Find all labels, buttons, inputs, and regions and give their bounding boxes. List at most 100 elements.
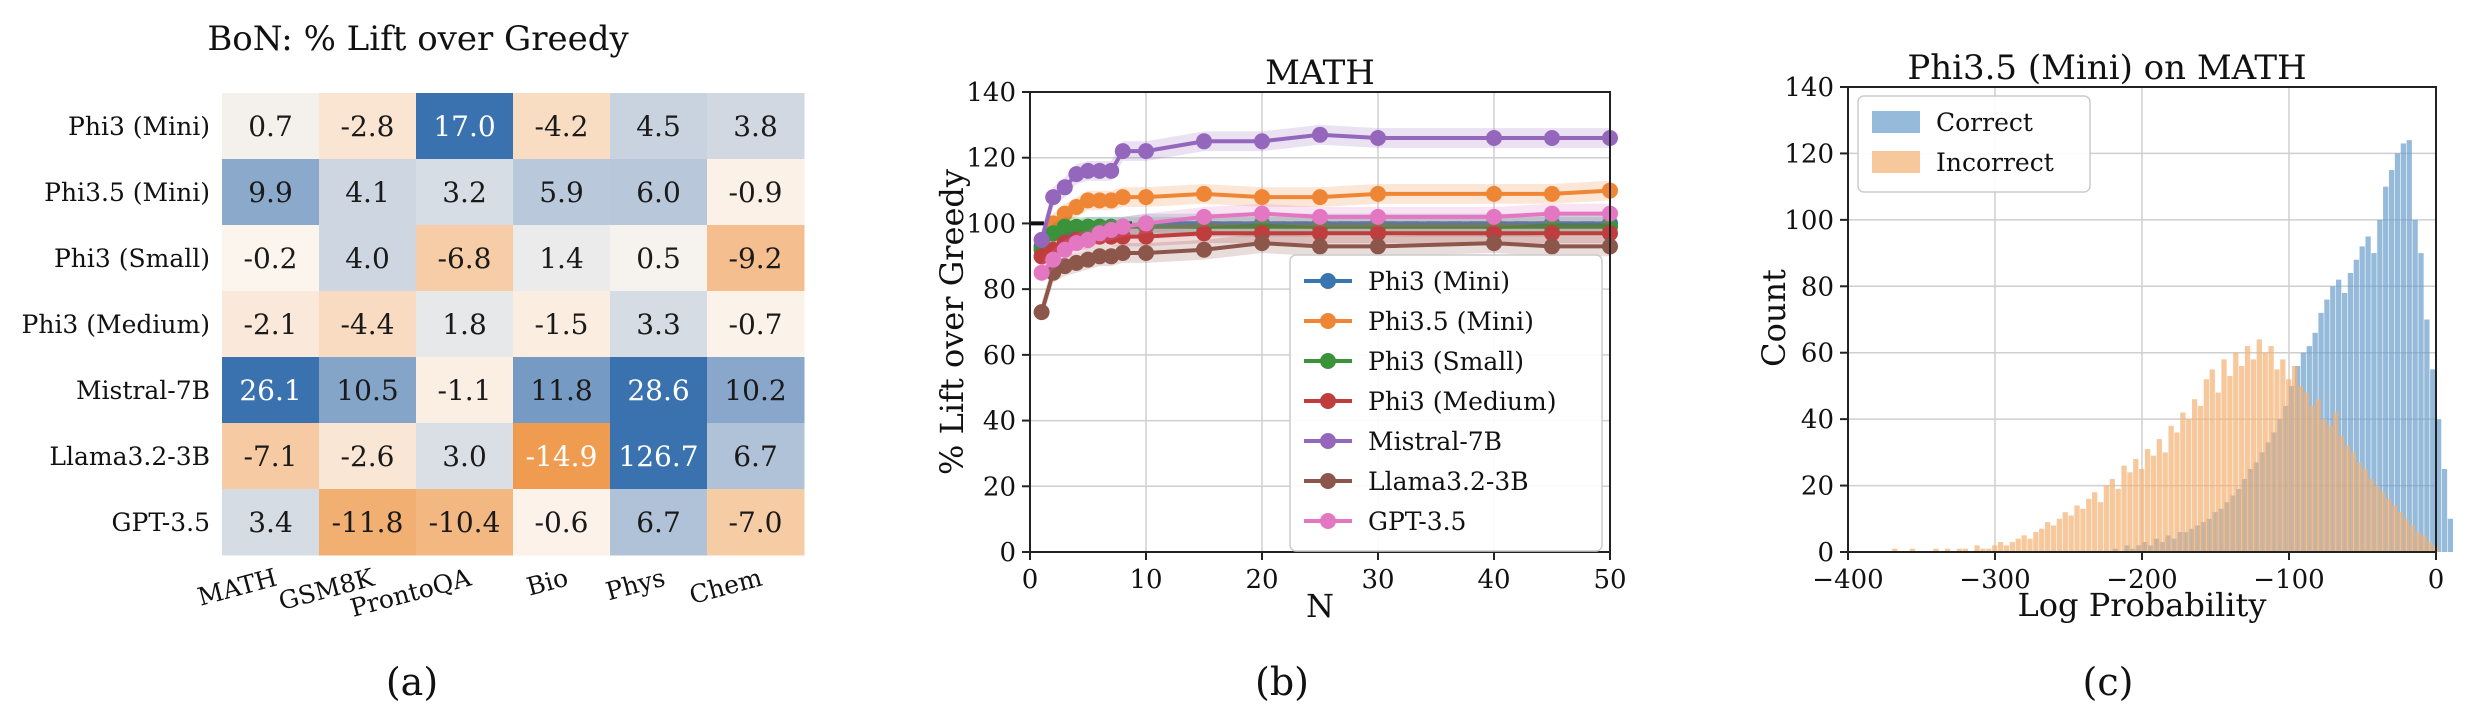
histogram-bar — [2265, 442, 2271, 552]
data-point — [1138, 215, 1154, 232]
heatmap-cell — [416, 159, 514, 226]
heatmap-cell-label: -7.1 — [244, 440, 298, 473]
y-tick-label: 0 — [999, 538, 1016, 568]
heatmap-cell — [707, 225, 805, 292]
histogram-bar — [2200, 522, 2207, 552]
histogram-bar — [2300, 352, 2307, 552]
histogram-bar — [2312, 332, 2318, 552]
data-point — [1068, 199, 1085, 215]
histogram-bar — [2268, 346, 2274, 552]
histogram-bar — [2244, 346, 2251, 552]
x-tick-label: 10 — [1129, 565, 1162, 595]
heatmap-cell — [707, 357, 805, 424]
data-point — [1370, 225, 1386, 242]
heatmap-cell — [513, 489, 611, 556]
histogram-bar — [2177, 532, 2183, 552]
histogram-bar — [2136, 545, 2142, 552]
histogram-bar — [2168, 425, 2174, 552]
y-tick-label: 20 — [1801, 472, 1834, 502]
data-point — [1138, 143, 1154, 160]
histogram-legend: Correct Incorrect — [1857, 95, 2091, 193]
histogram-bar — [2050, 525, 2057, 552]
histogram-bar — [2180, 412, 2186, 552]
x-tick-label: −400 — [1812, 565, 1883, 595]
heatmap-cell — [319, 423, 417, 490]
legend-box — [1289, 254, 1603, 552]
data-point — [1312, 126, 1328, 143]
legend-label: Phi3.5 (Mini) — [1368, 307, 1534, 336]
data-point — [1080, 218, 1096, 235]
data-point — [1544, 185, 1560, 202]
line-chart-frame — [1029, 91, 1611, 553]
heatmap-row-label: Llama3.2-3B — [49, 442, 210, 471]
heatmap-row-label: Phi3 (Medium) — [22, 310, 210, 339]
histogram-bar — [2124, 545, 2130, 552]
heatmap-cell-label: -2.6 — [341, 440, 395, 473]
histogram-bar — [2424, 319, 2430, 552]
histogram-bar — [2156, 439, 2162, 552]
histogram-bar — [2259, 452, 2265, 552]
heatmap-row-label: Mistral-7B — [76, 376, 210, 405]
histogram-bar — [2344, 445, 2351, 552]
data-point — [1312, 208, 1328, 225]
histogram-bar — [2250, 359, 2257, 552]
heatmap-cell-label: 4.0 — [345, 242, 390, 275]
data-point — [1370, 238, 1386, 255]
histogram-bar — [2197, 405, 2204, 552]
histogram-bar — [2374, 485, 2380, 552]
histogram-bar — [2209, 369, 2215, 552]
data-point — [1056, 241, 1073, 258]
heatmap-cell-label: -4.4 — [341, 308, 395, 341]
histogram-bar — [2321, 419, 2327, 552]
histogram-bar — [1956, 548, 1963, 552]
heatmap-cell-label: 26.1 — [239, 374, 301, 407]
heatmap-cell-label: 0.5 — [636, 242, 681, 275]
legend-marker — [1320, 433, 1336, 449]
heatmap-row-label: Phi3 (Mini) — [68, 112, 210, 141]
histogram-bar — [2109, 478, 2115, 552]
histogram-bar — [2289, 385, 2295, 552]
data-point — [1544, 130, 1560, 146]
legend-marker — [1320, 473, 1336, 489]
histogram-bar — [2388, 170, 2395, 553]
heatmap-cell — [416, 225, 514, 292]
histogram-bar — [2130, 548, 2136, 552]
legend-marker — [1320, 393, 1336, 409]
histogram-bar — [2247, 468, 2254, 552]
heatmap-row-label: Phi3.5 (Mini) — [44, 178, 210, 207]
series-mistral-7b — [1033, 124, 1618, 250]
heatmap-cell-label: 1.8 — [442, 308, 487, 341]
legend-label: Incorrect — [1936, 148, 2054, 177]
histogram-bar — [2365, 236, 2371, 552]
data-point — [1114, 245, 1131, 261]
histogram-bar — [2015, 538, 2021, 552]
heatmap-cell-label: 11.8 — [530, 374, 592, 407]
histogram-bar — [2162, 452, 2168, 552]
data-point — [1068, 218, 1085, 235]
data-point — [1486, 185, 1502, 202]
heatmap-cell — [222, 159, 320, 226]
histogram-bar — [2253, 462, 2259, 552]
histogram-bar — [1933, 548, 1939, 552]
heatmap-cell-label: 0.7 — [248, 110, 293, 143]
y-tick-label: 100 — [1784, 206, 1834, 236]
histogram-bar — [2318, 312, 2324, 552]
heatmap-cell-label: -0.9 — [729, 176, 783, 209]
data-point — [1091, 248, 1108, 265]
data-point — [1045, 225, 1062, 242]
heatmap-cell — [416, 93, 514, 160]
histogram-bar — [2309, 405, 2315, 552]
heatmap-cell — [222, 423, 320, 490]
histogram-bar — [2412, 219, 2418, 552]
data-point — [1056, 218, 1073, 235]
histogram-bar — [2368, 478, 2374, 552]
histogram-bar — [2224, 502, 2230, 552]
data-point — [1196, 185, 1212, 202]
heatmap-cell-label: 28.6 — [627, 374, 689, 407]
heatmap-cell — [319, 489, 417, 556]
histogram-bar — [2241, 478, 2248, 552]
histogram-bar — [2315, 399, 2321, 552]
histogram-bar — [1945, 548, 1951, 552]
histogram-bar — [2221, 359, 2227, 552]
histogram-bar — [2409, 525, 2415, 552]
